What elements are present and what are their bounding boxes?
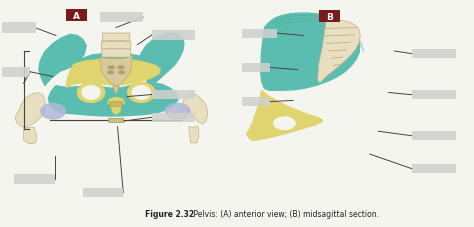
FancyBboxPatch shape — [242, 64, 270, 73]
FancyBboxPatch shape — [319, 11, 340, 23]
FancyBboxPatch shape — [101, 42, 131, 50]
Text: B: B — [326, 13, 333, 22]
Polygon shape — [100, 55, 133, 87]
Polygon shape — [66, 60, 160, 88]
FancyBboxPatch shape — [412, 50, 456, 59]
FancyBboxPatch shape — [66, 10, 87, 22]
Polygon shape — [189, 127, 199, 143]
FancyBboxPatch shape — [412, 132, 456, 141]
FancyBboxPatch shape — [105, 41, 127, 43]
Polygon shape — [71, 54, 157, 78]
FancyBboxPatch shape — [14, 174, 55, 184]
FancyBboxPatch shape — [242, 30, 277, 39]
Circle shape — [118, 67, 124, 69]
FancyBboxPatch shape — [109, 119, 124, 123]
Polygon shape — [39, 35, 86, 86]
Ellipse shape — [132, 86, 150, 100]
Polygon shape — [48, 84, 178, 116]
Polygon shape — [246, 129, 260, 141]
Circle shape — [119, 72, 125, 74]
FancyBboxPatch shape — [104, 49, 128, 52]
FancyBboxPatch shape — [242, 98, 270, 107]
Circle shape — [108, 72, 113, 74]
Text: Pelvis: (A) anterior view; (B) midsagittal section.: Pelvis: (A) anterior view; (B) midsagitt… — [191, 210, 379, 218]
FancyBboxPatch shape — [102, 50, 130, 58]
Text: Figure 2.32: Figure 2.32 — [145, 210, 194, 218]
Ellipse shape — [41, 104, 65, 119]
Ellipse shape — [269, 115, 300, 132]
Polygon shape — [15, 93, 45, 127]
Circle shape — [109, 67, 114, 69]
Polygon shape — [249, 91, 322, 140]
Ellipse shape — [82, 86, 100, 100]
Polygon shape — [111, 107, 121, 115]
Text: A: A — [73, 12, 80, 21]
Ellipse shape — [77, 83, 105, 103]
Ellipse shape — [273, 118, 295, 130]
FancyBboxPatch shape — [2, 68, 30, 77]
Polygon shape — [261, 14, 359, 91]
FancyBboxPatch shape — [152, 113, 195, 123]
Polygon shape — [139, 34, 184, 86]
FancyBboxPatch shape — [412, 91, 456, 100]
FancyBboxPatch shape — [2, 23, 36, 34]
Polygon shape — [24, 127, 37, 144]
Polygon shape — [108, 98, 124, 106]
FancyBboxPatch shape — [412, 165, 456, 174]
FancyBboxPatch shape — [100, 13, 143, 23]
FancyBboxPatch shape — [83, 188, 123, 197]
FancyBboxPatch shape — [109, 102, 123, 107]
FancyBboxPatch shape — [152, 31, 195, 41]
Polygon shape — [182, 94, 208, 125]
FancyBboxPatch shape — [102, 34, 130, 42]
Ellipse shape — [165, 104, 190, 119]
Polygon shape — [318, 21, 360, 84]
Ellipse shape — [128, 83, 155, 103]
Polygon shape — [113, 87, 119, 95]
FancyBboxPatch shape — [152, 90, 195, 100]
